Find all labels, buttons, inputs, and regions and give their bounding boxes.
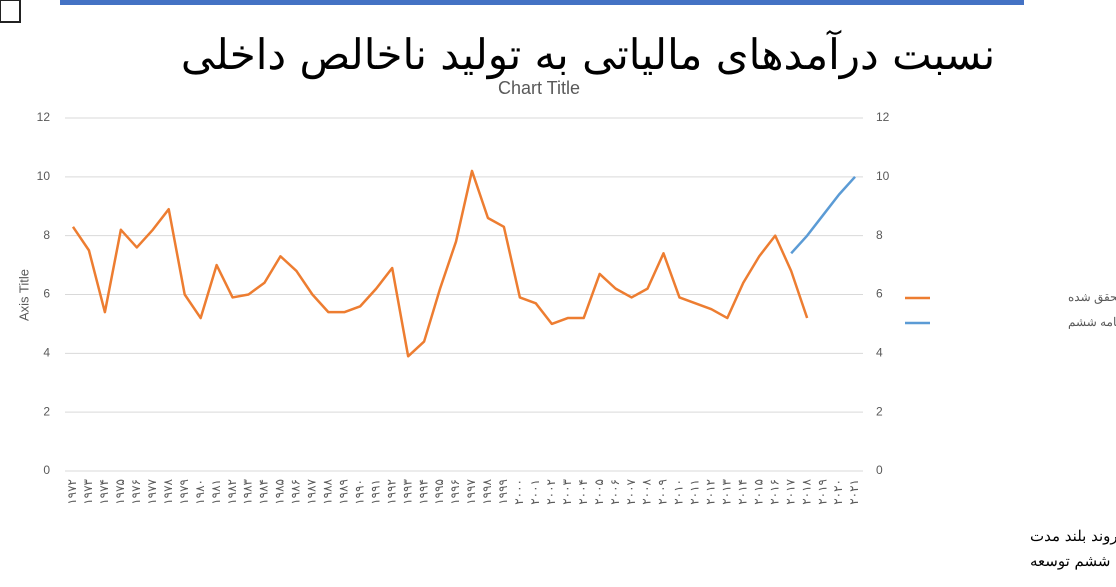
- x-tick-label: ۱۹۷۴: [97, 479, 111, 505]
- x-tick-label: ۲۰۱۸: [799, 478, 813, 504]
- logo-icon: [0, 0, 21, 23]
- y2-tick-label: 12: [876, 110, 890, 124]
- x-tick-label: ۲۰۰۱: [528, 479, 542, 505]
- x-tick-label: ۲۰۰۷: [624, 478, 638, 504]
- x-tick-label: ۱۹۸۵: [273, 479, 287, 505]
- x-tick-label: ۱۹۹۴: [416, 479, 430, 505]
- y-tick-label: 2: [43, 404, 50, 418]
- x-tick-label: ۱۹۷۳: [81, 478, 95, 504]
- y2-tick-label: 10: [876, 169, 890, 183]
- x-tick-label: ۱۹۹۷: [464, 478, 478, 504]
- x-tick-label: ۲۰۰۳: [560, 478, 574, 504]
- logo-line: مرکز پژوهش‌ها: [55, 51, 138, 66]
- x-tick-label: ۲۰۱۷: [783, 478, 797, 504]
- x-tick-label: ۲۰۲۱: [847, 479, 861, 505]
- x-tick-label: ۱۹۹۶: [448, 479, 462, 505]
- x-tick-label: ۲۰۱۹: [815, 479, 829, 505]
- x-tick-label: ۲۰۰۵: [592, 479, 606, 505]
- x-tick-label: ۱۹۷۵: [113, 479, 127, 505]
- x-tick-label: ۱۹۸۳: [241, 478, 255, 504]
- x-tick-label: ۱۹۹۵: [432, 479, 446, 505]
- y-axis-title: Axis Title: [16, 269, 31, 321]
- x-tick-label: ۲۰۰۲: [544, 479, 558, 505]
- x-tick-label: ۱۹۷۹: [177, 479, 191, 505]
- x-tick-label: ۱۹۹۲: [384, 479, 398, 505]
- x-tick-label: ۱۹۹۳: [400, 478, 414, 504]
- y-tick-label: 12: [37, 110, 51, 124]
- x-tick-label: ۱۹۸۰: [193, 479, 207, 505]
- logo-text-clip: مجلس شورای اسلامی مرکز پژوهش‌ها: [55, 29, 177, 66]
- x-tick-label: ۱۹۹۰: [352, 479, 366, 505]
- logo-line: مجلس شورای اسلامی: [55, 29, 177, 44]
- x-tick-label: ۱۹۸۹: [336, 479, 350, 505]
- y2-tick-label: 0: [876, 463, 883, 477]
- y-tick-label: 10: [37, 169, 51, 183]
- x-tick-label: ۲۰۱۵: [751, 479, 765, 505]
- y2-tick-label: 2: [876, 404, 883, 418]
- x-tick-label: ۲۰۱۱: [688, 479, 702, 505]
- series-line: [790, 175, 856, 255]
- y2-tick-label: 8: [876, 228, 883, 242]
- x-tick-label: ۲۰۰۰: [512, 479, 526, 505]
- x-tick-label: ۲۰۱۲: [704, 479, 718, 505]
- y2-tick-label: 6: [876, 287, 883, 301]
- chart-title: Chart Title: [498, 78, 580, 98]
- legend-label: نسبت محقق شده: [1068, 290, 1116, 304]
- x-tick-label: ۲۰۰۴: [576, 479, 590, 505]
- x-tick-label: ۱۹۸۷: [305, 478, 319, 504]
- x-tick-label: ۱۹۸۴: [257, 479, 271, 505]
- x-tick-label: ۱۹۷۸: [161, 478, 175, 504]
- y-tick-label: 4: [43, 346, 50, 360]
- x-tick-label: ۱۹۷۲: [65, 479, 79, 505]
- x-tick-label: ۲۰۰۹: [656, 479, 670, 505]
- x-tick-label: ۱۹۷۶: [129, 479, 143, 505]
- x-tick-label: ۱۹۸۶: [289, 479, 303, 505]
- x-tick-label: ۲۰۲۰: [831, 479, 845, 505]
- note: نسبت تقریبا ثابت مالیات به تولید ناخالص …: [1030, 527, 1116, 545]
- x-tick-label: ۱۹۹۸: [480, 478, 494, 504]
- top-bar: [60, 0, 1024, 5]
- x-tick-label: ۲۰۱۳: [720, 478, 734, 504]
- x-tick-label: ۲۰۰۶: [608, 479, 622, 505]
- x-tick-label: ۲۰۰۸: [640, 478, 654, 504]
- logo: مجلس شورای اسلامی مرکز پژوهش‌ها: [0, 0, 177, 66]
- y-tick-label: 0: [43, 463, 50, 477]
- note: فاصله از اهداف در نظر گرفته شده در برنام…: [1030, 552, 1116, 570]
- y-tick-label: 6: [43, 287, 50, 301]
- x-tick-label: ۱۹۹۹: [496, 479, 510, 505]
- x-tick-label: ۲۰۱۴: [735, 479, 749, 505]
- x-tick-label: ۱۹۷۷: [145, 478, 159, 504]
- y2-tick-label: 4: [876, 346, 883, 360]
- x-tick-label: ۱۹۹۱: [368, 479, 382, 505]
- y-tick-label: 8: [43, 228, 50, 242]
- x-tick-label: ۱۹۸۱: [209, 479, 223, 505]
- x-tick-label: ۲۰۱۶: [767, 479, 781, 505]
- x-tick-label: ۲۰۱۰: [672, 479, 686, 505]
- x-tick-label: ۱۹۸۲: [225, 479, 239, 505]
- slide-title: نسبت درآمدهای مالیاتی به تولید ناخالص دا…: [181, 29, 995, 80]
- x-tick-label: ۱۹۸۸: [321, 478, 335, 504]
- series-line: [71, 169, 809, 358]
- legend-label: هدف‌گذاری قانون برنامه ششم: [1068, 315, 1116, 329]
